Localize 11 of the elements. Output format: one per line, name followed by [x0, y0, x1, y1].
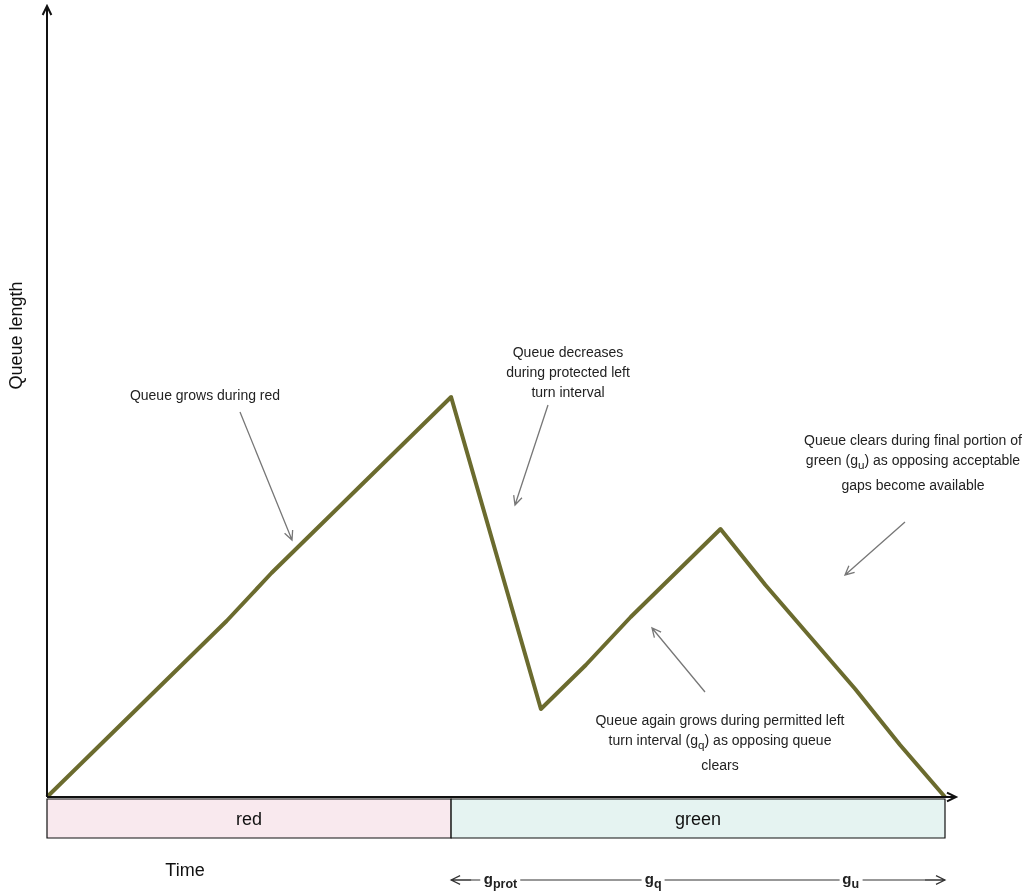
text: green [675, 808, 722, 830]
text: g$_{q}$ [641, 869, 665, 891]
text: g$_{u}$ [839, 869, 863, 891]
annotation: Queue again grows during permitted left turn interval (g$_{q}$) as opposing queue clears [595, 711, 845, 775]
annotation: Queue decreases during protected left turn interval [505, 343, 631, 402]
text: red [236, 808, 263, 830]
y-axis-title: Queue length [5, 281, 26, 390]
text: g$_{prot}$ [480, 869, 521, 891]
annotation: Queue grows during red [128, 386, 282, 405]
x-axis-title: Time [165, 859, 205, 881]
annotation: Queue clears during final portion of green (g$_{u}$) as opposing acceptable gaps become available [803, 431, 1023, 495]
